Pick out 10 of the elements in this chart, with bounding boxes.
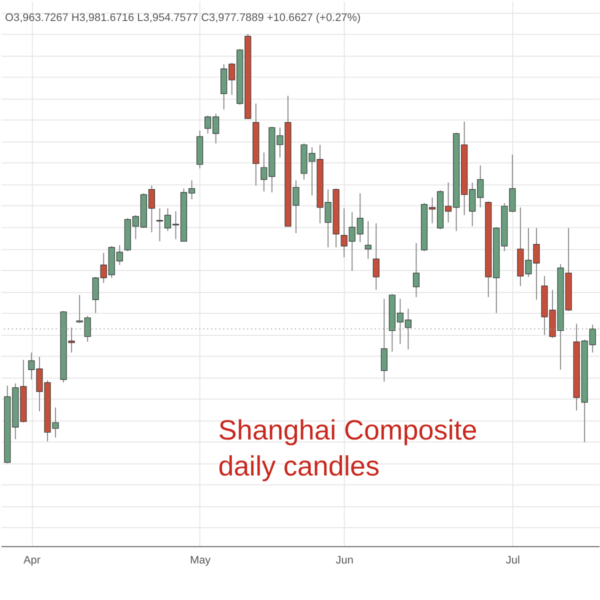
candlestick <box>372 222 380 290</box>
candlestick <box>364 220 372 260</box>
annotation: Shanghai Composite daily candles <box>218 414 478 482</box>
text: O3,963.7267 H3,981.6716 L3,954.7577 C3,977.7889 +10.6627 (+0.27%) <box>4 12 361 24</box>
x-tick-label: Jun <box>336 554 354 567</box>
x-tick-label: May <box>190 554 212 567</box>
candlestick <box>380 298 388 382</box>
x-tick-label: Apr <box>23 554 41 567</box>
candlestick <box>412 242 420 298</box>
x-tick-label: Jul <box>506 554 520 567</box>
